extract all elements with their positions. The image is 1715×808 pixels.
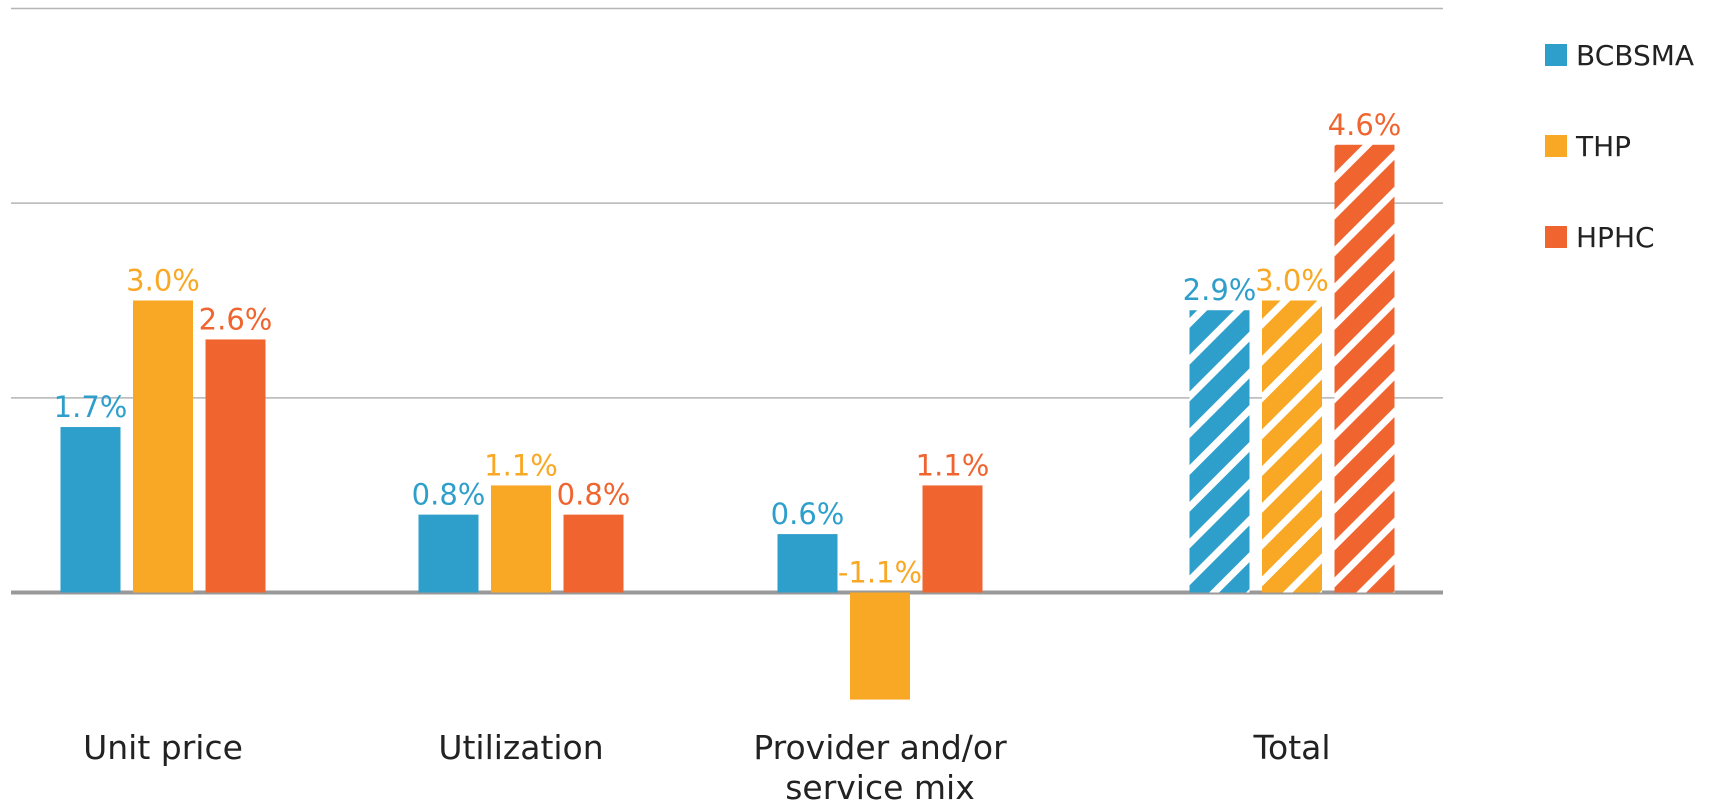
legend-swatch [1545,44,1567,66]
bar [60,427,121,593]
value-label: 0.8% [412,478,486,512]
bar [418,514,479,593]
value-label: 3.0% [126,264,200,298]
bar [205,339,266,593]
value-label: 2.9% [1183,273,1257,307]
legend-label: THP [1575,130,1631,163]
value-label: 2.6% [199,302,273,336]
legend-label: HPHC [1576,221,1655,254]
x-tick-label: Total [1253,728,1331,767]
bar [1262,300,1322,593]
x-tick-label: Utilization [438,728,604,767]
bar [491,485,551,593]
legend-swatch [1545,226,1567,248]
bar [777,534,838,593]
value-label: -1.1% [838,556,922,590]
bar [563,514,624,593]
value-label: 0.6% [771,497,845,531]
legend-swatch [1545,135,1567,157]
value-label: 4.6% [1328,108,1402,142]
bar [850,592,910,700]
bar [922,485,983,593]
bar [1189,310,1250,593]
value-label: 0.8% [557,478,631,512]
x-tick-label: Provider and/or service mix [753,728,1007,807]
bar [1334,144,1395,593]
value-label: 1.1% [916,448,990,482]
value-label: 3.0% [1255,264,1329,298]
bar [133,300,193,593]
value-label: 1.7% [54,390,128,424]
x-tick-label: Unit price [83,728,243,767]
value-label: 1.1% [484,448,558,482]
legend-label: BCBSMA [1576,39,1694,72]
